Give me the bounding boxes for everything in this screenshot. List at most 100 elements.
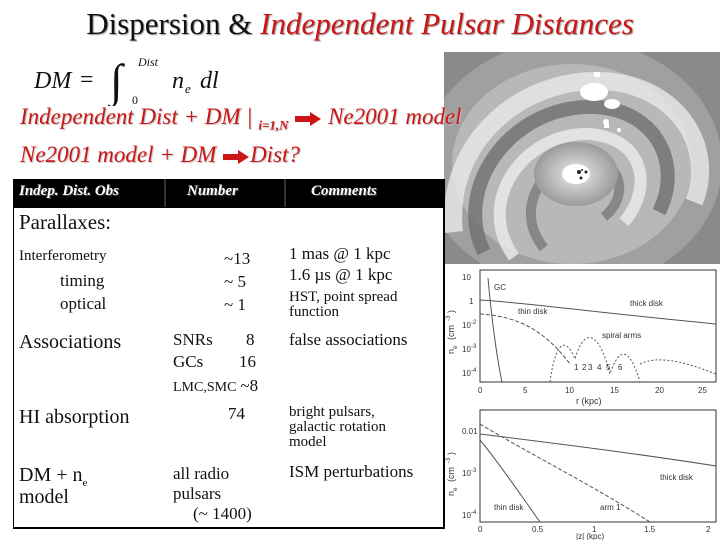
assoc-lmc-smc-number: ~8 [240, 376, 259, 395]
assoc-snrs: SNRs [173, 330, 213, 349]
bottom-label-thin-disk: thin disk [494, 503, 524, 512]
assoc-lmc-smc-label: LMC,SMC [173, 380, 237, 395]
top-xtick-0: 0 [478, 386, 483, 395]
svg-text:-3: -3 [446, 315, 452, 321]
svg-text:e: e [453, 345, 459, 349]
assoc-snrs-number: 8 [246, 330, 255, 349]
dm-ne-n: n [72, 464, 83, 486]
formula-differential: dl [200, 68, 219, 94]
top-curve-thick-disk [479, 299, 717, 325]
top-xtick-2: 10 [565, 386, 574, 395]
row-associations: Associations [19, 331, 122, 353]
top-arm-4: 4 [597, 363, 602, 372]
comment-hi: bright pulsars, galactic rotation model [289, 405, 386, 450]
bottom-xlabel: |z| (kpc) [576, 532, 604, 540]
top-arm-5: 5 [606, 363, 611, 372]
bottom-curve-arm-1 [479, 423, 651, 523]
number-timing: ~ 5 [224, 272, 246, 291]
right-arrow-icon [223, 149, 250, 164]
comment-dm: ISM perturbations [289, 462, 414, 481]
row-dm-ne-model: model [19, 486, 69, 508]
bottom-yexp-2: -3 [471, 468, 477, 474]
top-plot-frame [479, 269, 717, 383]
header-obs: Indep. Dist. Obs [19, 183, 120, 199]
assoc-lmc-smc: LMC,SMC ~8 [173, 376, 258, 396]
line1-text-a: Independent Dist + DM | [20, 104, 259, 129]
comment-hi-line3: model [289, 434, 327, 450]
number-all-line3: (~ 1400) [193, 504, 252, 523]
svg-text:): ) [446, 310, 456, 313]
top-xtick-5: 25 [698, 386, 707, 395]
assoc-gcs-number: 16 [239, 352, 256, 371]
top-yexp-4: -3 [471, 344, 477, 350]
line2-text-b: Dist? [250, 142, 300, 167]
bottom-ylabel: n e (cm -3 ) [446, 452, 459, 496]
section-parallaxes: Parallaxes: [19, 210, 112, 234]
comment-timing: 1.6 µs @ 1 kpc [289, 265, 393, 284]
bottom-curve-thin-disk [479, 439, 541, 523]
top-curve-thin-disk [479, 313, 571, 365]
formula-equals: = [80, 67, 94, 93]
top-arm-2: 2 [582, 363, 587, 372]
comment-interferometry: 1 mas @ 1 kpc [289, 244, 391, 263]
svg-text:): ) [446, 452, 456, 455]
bottom-ytick-2: 10 [462, 469, 471, 478]
bottom-yexp-3: -4 [471, 510, 477, 516]
formula-lhs: DM [33, 68, 73, 94]
bottom-label-thick-disk: thick disk [660, 473, 694, 482]
comment-optical-line1: HST, point spread [289, 289, 398, 305]
top-ylabel: n e (cm -3 ) [446, 310, 459, 354]
bottom-ytick-3: 10 [462, 511, 471, 520]
svg-text:(cm: (cm [446, 467, 456, 482]
top-label-gc: GC [494, 283, 506, 292]
svg-text:n: n [446, 491, 456, 496]
top-arm-3: 3 [588, 363, 593, 372]
top-xlabel: r (kpc) [576, 396, 602, 406]
dm-ne-text: DM + [19, 464, 68, 486]
model-dist-line: Ne2001 model + DM Dist? [20, 142, 300, 168]
svg-text:e: e [453, 487, 459, 491]
header-number: Number [187, 183, 238, 199]
row-dm-ne: DM + ne [19, 464, 87, 489]
number-optical: ~ 1 [224, 295, 246, 314]
bottom-label-arm-1: arm 1 [600, 503, 621, 512]
observations-table: Indep. Dist. Obs Number Comments Paralla… [13, 179, 445, 529]
top-arm-1: 1 [574, 363, 579, 372]
independent-dist-line: Independent Dist + DM | i=1,N Ne2001 mod… [20, 104, 462, 134]
row-timing: timing [60, 271, 105, 290]
formula-lower-limit: 0 [132, 93, 138, 106]
title-part-red: Independent Pulsar Distances [260, 6, 634, 41]
bottom-xtick-2: 1 [592, 525, 597, 534]
top-ytick-3: 10 [462, 321, 471, 330]
line2-text-a: Ne2001 model + DM [20, 142, 223, 167]
svg-text:-3: -3 [446, 457, 452, 463]
formula-integrand: n [172, 68, 184, 94]
top-yexp-3: -2 [471, 320, 477, 326]
number-all-line2: pulsars [173, 484, 222, 503]
bottom-xtick-0: 0 [478, 525, 483, 534]
line1-subscript: i=1,N [258, 117, 289, 133]
top-ytick-1: 10 [462, 273, 471, 282]
svg-text:n: n [446, 349, 456, 354]
top-yexp-5: -4 [471, 368, 477, 374]
top-curve-spiral-arms [549, 337, 641, 383]
bottom-xtick-3: 1.5 [644, 525, 656, 534]
comment-hi-line1: bright pulsars, [289, 404, 375, 420]
bottom-curve-thick-disk [479, 433, 717, 467]
assoc-gcs: GCs [173, 352, 204, 371]
formula-upper-limit: Dist [137, 55, 159, 69]
bottom-xtick-1: 0.5 [532, 525, 544, 534]
formula-sub: e [185, 81, 191, 96]
top-ytick-4: 10 [462, 345, 471, 354]
top-ytick-2: 1 [469, 297, 474, 306]
number-hi: 74 [228, 404, 245, 423]
comment-associations: false associations [289, 330, 408, 349]
number-all-line1: all radio [173, 464, 230, 483]
slide-title: Dispersion & Independent Pulsar Distance… [0, 6, 720, 42]
row-interferometry: Interferometry [19, 248, 107, 264]
top-label-thick-disk: thick disk [630, 299, 664, 308]
electron-density-plots: 10 1 10 -2 10 -3 10 -4 0 5 10 15 20 25 r… [440, 264, 720, 540]
table-frame [13, 179, 445, 529]
right-arrow-icon [295, 111, 322, 126]
comment-optical-line2: function [289, 304, 339, 320]
